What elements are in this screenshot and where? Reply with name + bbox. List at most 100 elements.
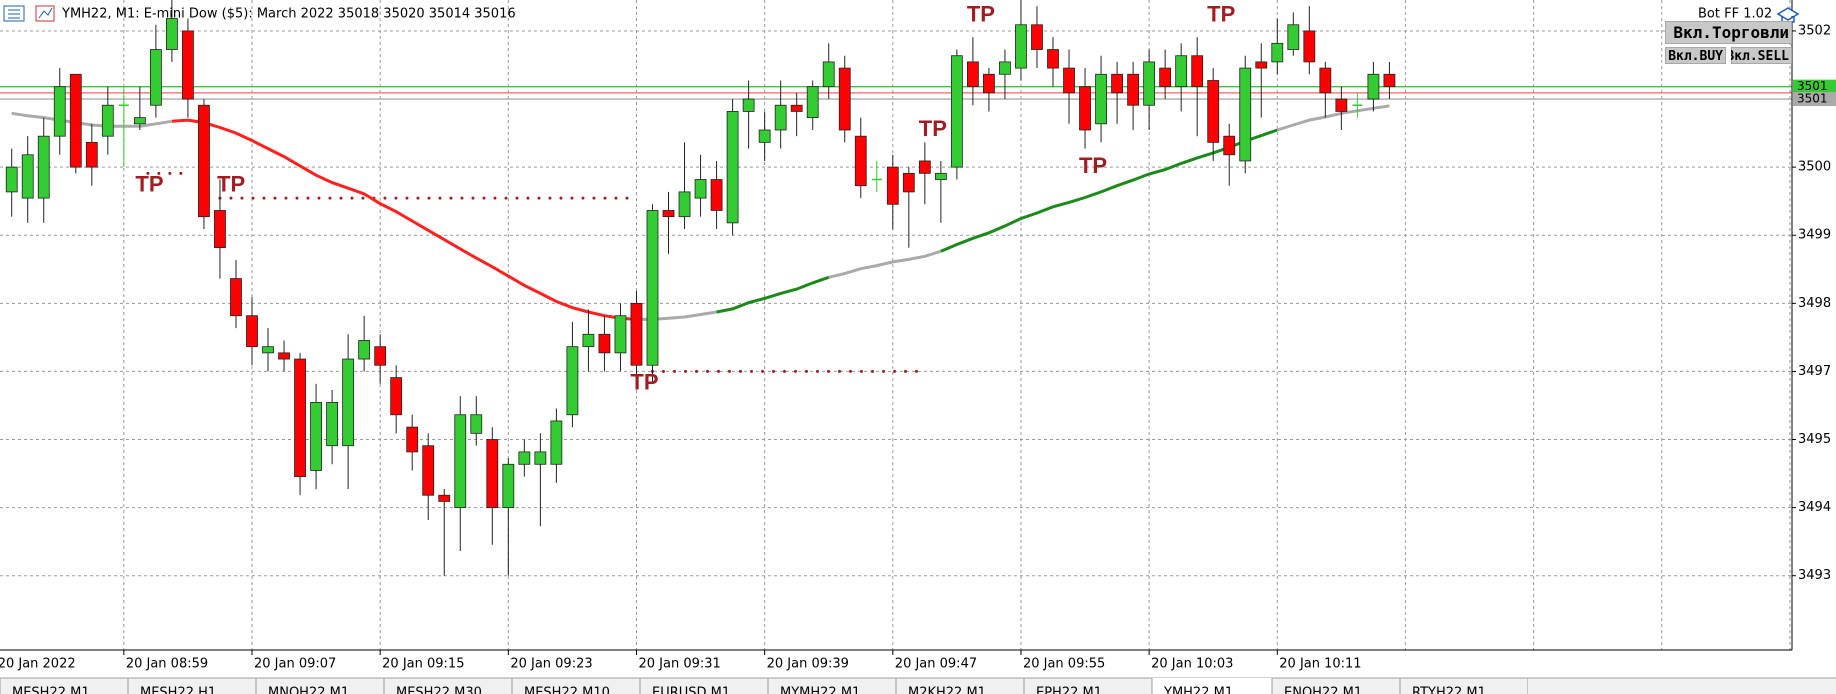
candle-body — [550, 420, 563, 465]
tab-label: EPH22,M1 — [1036, 686, 1102, 694]
tab-label: MESH22,M10 — [524, 686, 610, 694]
candle-body — [438, 494, 451, 502]
y-tick-label: 3499 — [1798, 228, 1831, 243]
tab[interactable]: EURUSD,M1 — [640, 678, 768, 694]
candle-body — [790, 104, 803, 112]
candle-body — [662, 210, 675, 218]
price-tag-label: 3501 — [1797, 92, 1828, 106]
candle-body — [278, 352, 290, 360]
candle-body — [1223, 135, 1236, 156]
x-tick-label: 20 Jan 09:39 — [767, 657, 849, 672]
candle-body — [1175, 55, 1188, 88]
tab-bg — [640, 678, 768, 694]
tp-label: TP — [630, 370, 658, 395]
candle-body — [1335, 98, 1348, 112]
x-tick-label: 20 Jan 09:23 — [510, 657, 592, 672]
candle-body — [198, 104, 210, 218]
candle-body — [758, 129, 771, 143]
candle-body — [967, 61, 979, 88]
tab[interactable]: RTYH22,M1 — [1400, 678, 1528, 694]
candle-body — [149, 49, 162, 106]
candle-body — [454, 414, 467, 509]
tab[interactable]: ENQH22,M1 — [1272, 678, 1400, 694]
tab[interactable]: YMH22,M1 — [1152, 676, 1272, 694]
candle-body — [1127, 73, 1139, 106]
tp-label: TP — [967, 1, 995, 26]
candle-body — [85, 141, 98, 168]
candle-body — [1095, 73, 1107, 125]
candle-body — [294, 358, 306, 478]
bot-button[interactable]: Вкл.BUY — [1665, 47, 1726, 64]
candle-body — [1367, 73, 1380, 100]
candle-body — [918, 160, 931, 174]
candle-body — [69, 73, 82, 168]
candle-body — [710, 179, 723, 211]
chart-icon[interactable] — [35, 5, 55, 22]
tab-bg — [0, 678, 128, 694]
price-tag — [1793, 79, 1836, 94]
bot-button[interactable]: Вкл.Торговли — [1665, 21, 1792, 44]
y-tick-label: 3498 — [1798, 296, 1831, 311]
tp-label: TP — [1079, 153, 1107, 178]
candle-body — [1015, 24, 1027, 69]
candle-body — [646, 210, 659, 366]
tab-label: MYMH22,M1 — [780, 686, 860, 694]
x-tick-label: 20 Jan 08:59 — [126, 657, 208, 672]
tab-bg — [256, 678, 384, 694]
y-tick-label: 3500 — [1798, 160, 1831, 175]
tab[interactable]: EPH22,M1 — [1024, 678, 1152, 694]
candle-body — [1271, 42, 1284, 63]
candle-body — [1031, 24, 1043, 50]
bot-name: Bot FF 1.02 — [1698, 7, 1772, 22]
tab[interactable]: MESH22,H1 — [128, 678, 256, 694]
candle-body — [358, 340, 371, 360]
candle-body — [934, 172, 947, 180]
price-tag — [1793, 92, 1836, 107]
tab[interactable]: MESH22,M1 — [0, 678, 128, 694]
candle-body — [566, 346, 579, 416]
tab-label: MESH22,M1 — [12, 686, 90, 694]
candle-body — [390, 377, 403, 416]
bot-buttons: Вкл.Торговли Вкл.BUY Вкл.SELL — [1665, 21, 1792, 64]
tp-label: TP — [919, 116, 947, 141]
candle-body — [1047, 49, 1059, 69]
candle-body — [1159, 67, 1172, 88]
candle-body — [614, 315, 627, 354]
moving-average — [716, 275, 830, 314]
tab[interactable]: MESH22,M10 — [512, 678, 640, 694]
tp-label: TP — [217, 172, 245, 197]
candle-body — [246, 315, 258, 348]
candle-body — [838, 67, 851, 131]
candle-body — [262, 346, 274, 354]
x-tick-label: 20 Jan 10:03 — [1151, 657, 1233, 672]
candle-body — [101, 104, 114, 137]
candle-body — [518, 451, 531, 465]
tab[interactable]: MESH22,M30 — [384, 678, 512, 694]
tab-label: YMH22,M1 — [1163, 686, 1233, 694]
candle-body — [1063, 67, 1075, 94]
tab-bg — [384, 678, 512, 694]
candle-body — [502, 463, 515, 509]
tab-label: MNQH22,M1 — [268, 686, 349, 694]
tab[interactable]: MYMH22,M1 — [768, 678, 896, 694]
candle-body — [21, 154, 34, 199]
button-label: Вкл.SELL — [1726, 49, 1789, 64]
chart-title: YMH22, M1: E-mini Dow ($5): March 2022 3… — [61, 7, 516, 22]
axes: 20 Jan 08:59 20 Jan 09:07 20 Jan 09:15 20 J… — [0, 23, 1836, 672]
tab[interactable]: M2KH22,M1 — [896, 678, 1024, 694]
candle-body — [774, 104, 787, 131]
y-tick-label: 3495 — [1798, 432, 1831, 447]
candle-body — [950, 55, 963, 168]
tab[interactable]: MNQH22,M1 — [256, 678, 384, 694]
bot-button[interactable]: Вкл.SELL — [1726, 47, 1792, 64]
tab-label: ENQH22,M1 — [1284, 686, 1362, 694]
candle-body — [1111, 73, 1123, 94]
tab-bg — [1024, 678, 1152, 694]
candle-body — [165, 18, 178, 50]
x-tick-label: 20 Jan 2022 — [0, 657, 76, 672]
candle-body — [1143, 61, 1156, 106]
tab-bg — [768, 678, 896, 694]
candle-body — [1303, 30, 1316, 63]
icon-line — [38, 7, 53, 19]
